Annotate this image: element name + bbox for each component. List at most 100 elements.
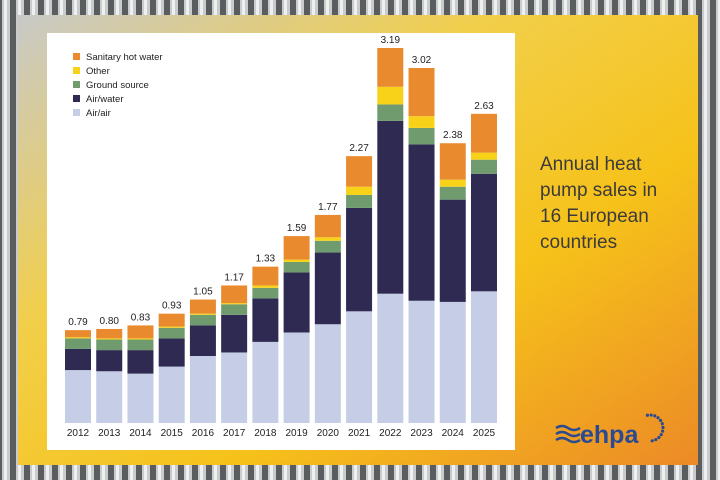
bar-segment <box>127 373 154 423</box>
bar-segment <box>127 325 154 339</box>
star <box>653 414 657 418</box>
bar-segment <box>252 287 279 299</box>
bar-segment <box>221 285 248 304</box>
x-tick-label: 2017 <box>223 428 246 439</box>
bar-segment <box>65 330 91 338</box>
bar-segment <box>346 156 373 187</box>
bar-segment <box>96 339 123 351</box>
bar-segment <box>283 332 310 423</box>
x-tick-label: 2021 <box>348 428 371 439</box>
bar-segment <box>189 355 216 423</box>
bar-segment <box>252 341 279 423</box>
x-tick-label: 2013 <box>98 428 121 439</box>
bar-segment <box>221 304 248 315</box>
total-label: 0.93 <box>162 301 182 312</box>
chart-title: Annual heat pump sales in 16 European co… <box>540 154 658 253</box>
total-label: 2.38 <box>443 130 463 141</box>
bar-segment <box>65 370 91 423</box>
bar-segment <box>470 159 497 174</box>
legend-label: Air/water <box>86 94 123 105</box>
bar-segment <box>96 328 123 339</box>
x-tick-label: 2016 <box>192 428 215 439</box>
total-label: 3.02 <box>412 55 432 66</box>
bar-segment <box>439 143 466 180</box>
bar-segment <box>470 152 497 160</box>
bar-segment <box>346 186 373 195</box>
bar-segment <box>127 350 154 374</box>
bar-segment <box>252 285 279 288</box>
total-label: 3.19 <box>381 35 401 46</box>
bar-segment <box>96 371 123 423</box>
x-tick-label: 2018 <box>254 428 277 439</box>
legend-swatch <box>73 67 80 74</box>
bar-segment <box>283 236 310 260</box>
bar-segment <box>439 179 466 187</box>
bar-segment <box>158 338 185 367</box>
star <box>654 438 658 442</box>
bar-segment <box>189 314 216 326</box>
star <box>661 425 665 430</box>
total-label: 2.27 <box>349 143 369 154</box>
bar-segment <box>314 214 341 238</box>
bar-segment <box>96 338 123 340</box>
legend-swatch <box>73 95 80 102</box>
bar-segment <box>408 300 435 423</box>
bar-segment <box>283 272 310 333</box>
total-label: 2.63 <box>474 101 494 112</box>
total-label: 0.79 <box>68 317 88 328</box>
bar-segment <box>252 298 279 342</box>
x-tick-label: 2024 <box>442 428 465 439</box>
bar-segment <box>408 116 435 128</box>
bar-segment <box>439 186 466 200</box>
bar-segment <box>470 291 497 423</box>
bar-segment <box>158 327 185 339</box>
chart-panel <box>47 33 515 450</box>
bar-segment <box>65 348 91 371</box>
x-tick-label: 2014 <box>129 428 152 439</box>
bar-segment <box>314 252 341 325</box>
total-label: 0.83 <box>131 312 151 323</box>
total-label: 1.05 <box>193 287 213 298</box>
bar-segment <box>314 240 341 253</box>
star <box>649 413 653 417</box>
bar-segment <box>189 325 216 356</box>
bar-segment <box>470 173 497 292</box>
total-label: 1.33 <box>256 254 276 265</box>
bar-segment <box>346 311 373 423</box>
legend-label: Other <box>86 66 110 77</box>
bar-segment <box>65 338 91 349</box>
total-label: 0.80 <box>99 316 119 327</box>
bar-segment <box>221 314 248 353</box>
bar-segment <box>283 261 310 273</box>
legend-label: Air/air <box>86 108 111 119</box>
bar-segment <box>96 350 123 372</box>
legend-swatch <box>73 81 80 88</box>
bar-segment <box>158 313 185 327</box>
bar-segment <box>408 144 435 301</box>
bar-segment <box>221 352 248 423</box>
star <box>661 429 665 433</box>
logo-mark <box>555 424 581 444</box>
x-tick-label: 2022 <box>379 428 402 439</box>
bar-segment <box>65 337 91 339</box>
bar-segment <box>127 338 154 340</box>
bar-segment <box>346 207 373 312</box>
star <box>660 422 664 426</box>
bar-segment <box>439 301 466 423</box>
x-tick-label: 2020 <box>317 428 340 439</box>
star <box>659 433 663 437</box>
bar-segment <box>408 67 435 117</box>
bar-segment <box>252 266 279 286</box>
total-label: 1.77 <box>318 202 338 213</box>
x-tick-label: 2019 <box>285 428 308 439</box>
x-tick-label: 2023 <box>410 428 433 439</box>
logo-text: ehpa <box>580 421 639 449</box>
star <box>658 418 663 423</box>
star <box>645 413 650 417</box>
bar-segment <box>377 104 404 121</box>
bar-segment <box>189 299 216 314</box>
logo-stars <box>645 413 665 443</box>
bar-segment <box>408 127 435 145</box>
